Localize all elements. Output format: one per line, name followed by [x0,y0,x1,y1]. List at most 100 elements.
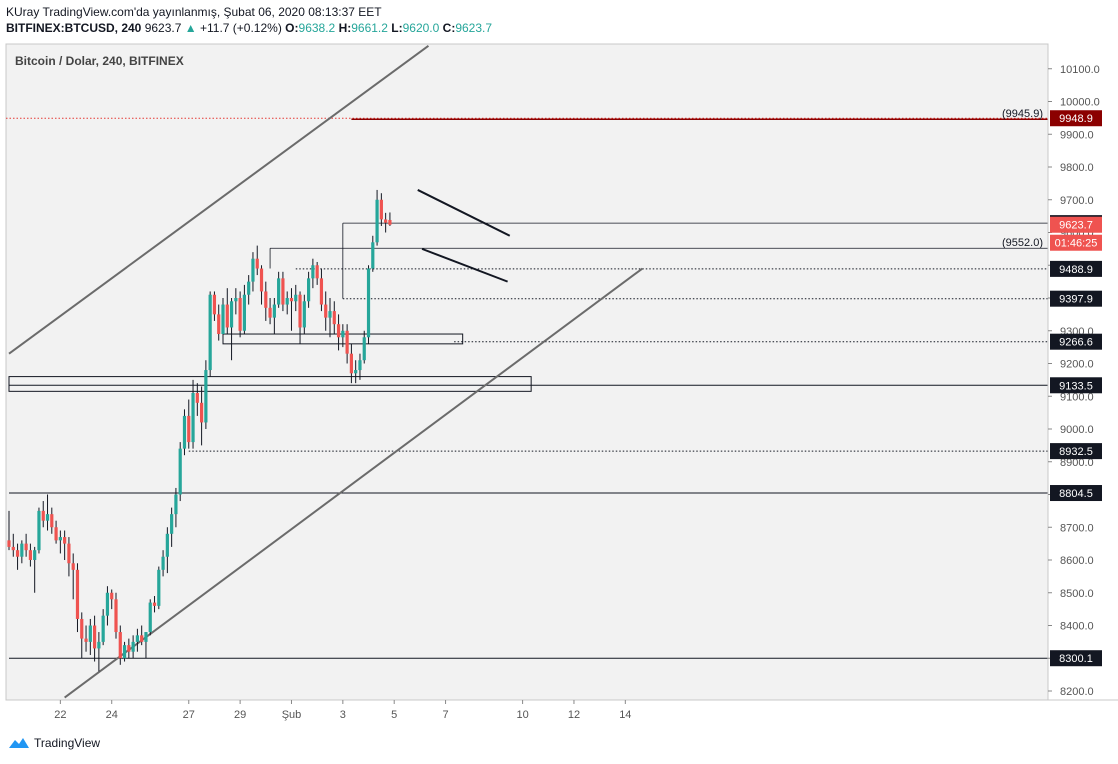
candle [20,540,24,564]
y-tick-label: 9200.0 [1060,359,1094,371]
price-label: 01:46:25 [1050,234,1102,251]
candle [101,609,105,646]
candle-body [110,592,114,600]
candle-body [33,550,37,560]
candle [234,288,238,315]
high-label: H: [338,21,352,35]
candle [54,520,58,544]
price-label: 9397.9 [1050,290,1102,307]
candle-body [28,550,32,560]
candle [375,189,379,246]
price-label-text: 9948.9 [1059,113,1093,125]
candle [114,592,118,639]
candle-body [118,632,122,659]
candle [225,288,229,335]
candle [345,324,349,364]
candle [174,487,178,528]
candle-body [221,304,225,335]
candle-body [7,540,11,547]
candle [144,632,148,659]
candle-body [45,514,50,521]
candles [7,189,392,672]
chart-header: KUray TradingView.com'da yayınlanmış, Şu… [6,4,492,36]
price-label-text: 01:46:25 [1055,238,1098,250]
y-tick-label: 8600.0 [1060,555,1094,567]
candle-body [127,645,131,652]
price-label-box [1050,260,1102,277]
x-tick-label: 10 [516,709,528,721]
candle [11,533,15,557]
candle [152,596,157,613]
candle [319,268,324,312]
candle [15,543,20,570]
price-label-box [1050,234,1102,251]
candle-body [272,304,276,318]
candle-body [212,294,217,315]
candle [366,265,371,344]
up-triangle-icon: ▲ [184,21,197,35]
candle-body [161,556,165,570]
candle-body [298,294,302,328]
candle [371,235,375,272]
candle-body [84,638,88,642]
candle [349,343,353,384]
candle-body [324,304,328,318]
candle-body [191,392,195,443]
candle [24,533,28,557]
candle [118,625,122,665]
horizontal-levels [6,117,1048,659]
candle [191,379,195,449]
candle [131,635,135,659]
price-label: 9488.9 [1050,260,1102,277]
candle-body [247,281,251,295]
price-change: +11.7 (+0.12%) [199,21,282,35]
symbol-name[interactable]: BITFINEX:BTCUSD, 240 [6,21,142,35]
candle [80,612,84,659]
candle-body [379,199,383,220]
candle-body [375,199,379,243]
price-label-text: 9397.9 [1059,294,1093,306]
price-label-box [1050,333,1102,350]
candle [264,281,268,321]
open-value: 9638.2 [298,21,336,35]
candle [127,638,131,659]
candle [122,641,127,662]
candle-body [294,294,298,302]
candle-body [289,298,294,302]
candle-body [97,641,101,649]
level-annotation: (9552.0) [1002,237,1043,249]
candle [307,271,311,308]
x-tick-label: 3 [340,709,346,721]
candle-body [122,645,127,659]
price-label-box [1050,650,1102,667]
price-label: 9266.6 [1050,333,1102,350]
y-tick-label: 9900.0 [1060,129,1094,141]
candle [311,258,315,289]
candle [7,510,11,551]
candle-body [255,258,259,269]
candle [315,261,319,285]
candle-body [135,635,139,642]
candle-body [157,569,161,606]
x-tick-label: 7 [442,709,448,721]
y-tick-label: 9100.0 [1060,391,1094,403]
candle [362,330,366,364]
candle [277,271,281,308]
price-label-text: 8804.5 [1059,488,1093,500]
candle [88,618,92,655]
candle-body [354,370,358,374]
candle [242,284,246,335]
candle-body [259,268,264,292]
candle [298,291,302,344]
x-tick-label: 22 [54,709,66,721]
candle-body [152,602,157,606]
candle [63,530,67,560]
chart-title: Bitcoin / Dolar, 240, BITFINEX [15,54,184,68]
candle-body [67,543,71,564]
candle [187,399,191,449]
candle [157,566,161,610]
candle-body [93,625,97,649]
candle [212,291,217,321]
footer-brand: TradingView [8,736,100,750]
